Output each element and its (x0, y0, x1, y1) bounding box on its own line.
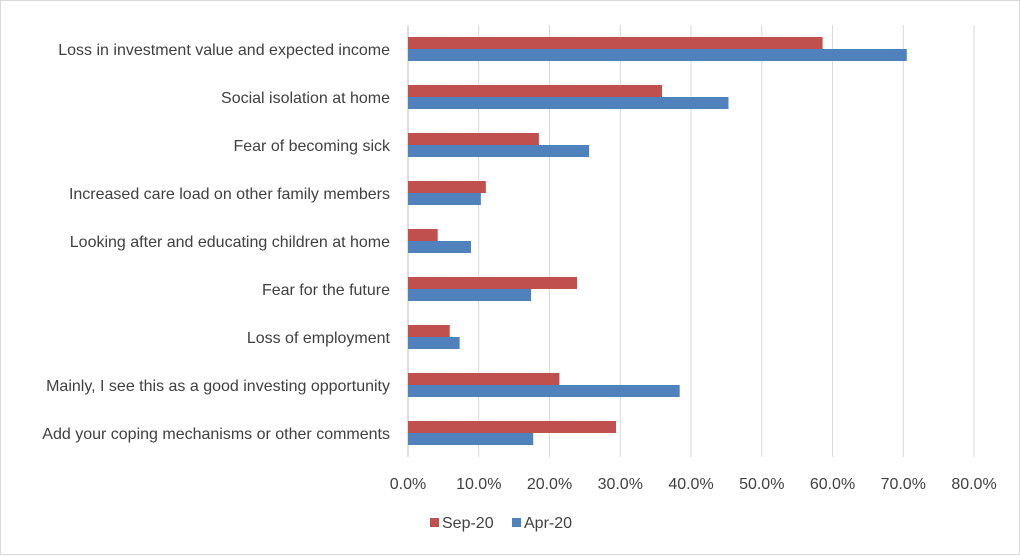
x-tick-label: 0.0% (390, 476, 426, 493)
bar-apr-20-3 (408, 193, 481, 205)
x-tick-label: 80.0% (951, 476, 996, 493)
legend-swatch-apr-20 (512, 518, 521, 527)
bar-apr-20-7 (408, 385, 680, 397)
bar-apr-20-4 (408, 241, 471, 253)
bar-sep-20-2 (408, 133, 539, 145)
bar-sep-20-4 (408, 229, 438, 241)
bar-apr-20-5 (408, 289, 532, 301)
x-tick-label: 60.0% (810, 476, 855, 493)
legend-swatch-sep-20 (430, 518, 439, 527)
bar-sep-20-6 (408, 325, 450, 337)
category-labels: Loss in investment value and expected in… (42, 42, 391, 443)
category-label: Increased care load on other family memb… (69, 186, 390, 203)
bar-sep-20-0 (408, 37, 823, 49)
bar-sep-20-7 (408, 373, 560, 385)
category-label: Mainly, I see this as a good investing o… (46, 378, 390, 395)
category-label: Social isolation at home (221, 90, 390, 107)
bar-apr-20-8 (408, 433, 534, 445)
bar-apr-20-2 (408, 145, 590, 157)
category-label: Fear for the future (262, 282, 390, 299)
category-label: Add your coping mechanisms or other comm… (42, 426, 390, 443)
bars (408, 37, 907, 445)
category-label: Looking after and educating children at … (70, 234, 390, 251)
category-label: Fear of becoming sick (233, 138, 391, 155)
bar-apr-20-0 (408, 49, 907, 61)
legend: Sep-20 Apr-20 (430, 515, 572, 532)
legend-label-apr-20: Apr-20 (524, 515, 572, 532)
x-tick-label: 40.0% (668, 476, 713, 493)
x-tick-label: 30.0% (598, 476, 643, 493)
bar-sep-20-5 (408, 277, 578, 289)
bar-sep-20-8 (408, 421, 617, 433)
x-tick-label: 20.0% (527, 476, 572, 493)
bar-sep-20-3 (408, 181, 486, 193)
x-tick-label: 50.0% (739, 476, 784, 493)
x-tick-label: 70.0% (881, 476, 926, 493)
x-tick-label: 10.0% (456, 476, 501, 493)
category-label: Loss in investment value and expected in… (58, 42, 390, 59)
bar-sep-20-1 (408, 85, 662, 97)
legend-label-sep-20: Sep-20 (442, 515, 494, 532)
bar-apr-20-1 (408, 97, 729, 109)
x-axis-tick-labels: 0.0% 10.0% 20.0% 30.0% 40.0% 50.0% 60.0% 70.0% 8… (390, 476, 997, 493)
category-label: Loss of employment (247, 330, 391, 347)
bar-apr-20-6 (408, 337, 460, 349)
